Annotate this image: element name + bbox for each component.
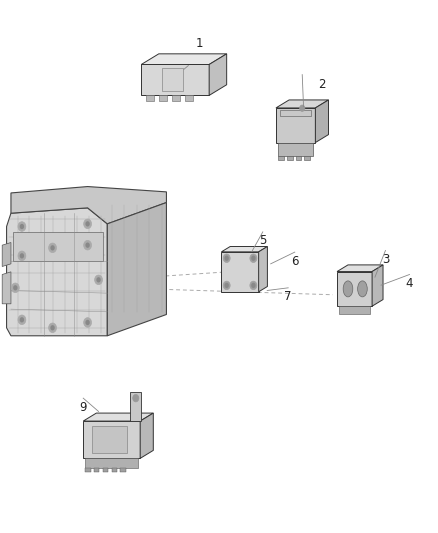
Polygon shape xyxy=(107,203,166,336)
FancyBboxPatch shape xyxy=(85,468,91,472)
FancyBboxPatch shape xyxy=(162,68,183,91)
Polygon shape xyxy=(372,265,383,306)
FancyBboxPatch shape xyxy=(145,95,153,101)
FancyBboxPatch shape xyxy=(296,156,301,160)
Circle shape xyxy=(85,243,90,248)
Circle shape xyxy=(49,243,57,253)
Circle shape xyxy=(250,281,257,290)
Text: 4: 4 xyxy=(406,277,413,290)
Text: 1: 1 xyxy=(195,37,203,50)
Circle shape xyxy=(250,254,257,263)
Text: 3: 3 xyxy=(382,253,389,266)
Circle shape xyxy=(85,320,90,325)
Text: 5: 5 xyxy=(259,235,266,247)
Circle shape xyxy=(85,221,90,227)
Polygon shape xyxy=(209,54,227,95)
Circle shape xyxy=(223,254,230,263)
Circle shape xyxy=(133,394,139,402)
Circle shape xyxy=(251,282,256,288)
Circle shape xyxy=(84,318,92,327)
FancyBboxPatch shape xyxy=(172,95,180,101)
Ellipse shape xyxy=(343,281,353,297)
Polygon shape xyxy=(276,108,315,142)
Text: 7: 7 xyxy=(284,290,292,303)
Ellipse shape xyxy=(357,281,367,297)
Circle shape xyxy=(13,285,18,290)
Polygon shape xyxy=(141,64,209,95)
FancyBboxPatch shape xyxy=(159,95,166,101)
Circle shape xyxy=(95,275,102,285)
FancyBboxPatch shape xyxy=(112,468,117,472)
Polygon shape xyxy=(276,100,328,108)
Text: 6: 6 xyxy=(291,255,299,268)
Circle shape xyxy=(18,315,26,325)
FancyBboxPatch shape xyxy=(304,156,310,160)
Polygon shape xyxy=(337,271,372,306)
Polygon shape xyxy=(140,413,153,458)
Circle shape xyxy=(223,281,230,290)
Circle shape xyxy=(20,253,24,259)
FancyBboxPatch shape xyxy=(287,156,293,160)
FancyBboxPatch shape xyxy=(120,468,126,472)
Circle shape xyxy=(300,105,305,111)
Circle shape xyxy=(50,325,55,330)
FancyBboxPatch shape xyxy=(85,458,138,468)
Polygon shape xyxy=(337,265,383,271)
Circle shape xyxy=(251,256,256,261)
Text: 2: 2 xyxy=(318,78,326,91)
FancyBboxPatch shape xyxy=(13,232,103,261)
Polygon shape xyxy=(83,413,153,421)
FancyBboxPatch shape xyxy=(280,109,311,116)
Circle shape xyxy=(50,245,55,251)
Circle shape xyxy=(225,282,229,288)
FancyBboxPatch shape xyxy=(185,95,193,101)
Circle shape xyxy=(11,283,19,293)
Polygon shape xyxy=(11,187,166,224)
Polygon shape xyxy=(141,54,227,64)
Circle shape xyxy=(20,317,24,322)
Polygon shape xyxy=(2,243,11,266)
FancyBboxPatch shape xyxy=(278,142,313,156)
Polygon shape xyxy=(315,100,328,142)
FancyBboxPatch shape xyxy=(103,468,108,472)
Text: 9: 9 xyxy=(79,401,87,414)
Circle shape xyxy=(20,224,24,229)
Circle shape xyxy=(49,323,57,333)
Circle shape xyxy=(225,256,229,261)
Circle shape xyxy=(84,240,92,250)
FancyBboxPatch shape xyxy=(94,468,99,472)
FancyBboxPatch shape xyxy=(278,156,284,160)
FancyBboxPatch shape xyxy=(339,306,370,314)
Circle shape xyxy=(84,219,92,229)
Circle shape xyxy=(18,251,26,261)
Polygon shape xyxy=(222,246,267,252)
Polygon shape xyxy=(7,208,107,336)
Polygon shape xyxy=(83,421,140,458)
Polygon shape xyxy=(222,252,258,292)
FancyBboxPatch shape xyxy=(92,426,127,453)
Polygon shape xyxy=(258,246,267,292)
Circle shape xyxy=(96,277,101,282)
FancyBboxPatch shape xyxy=(131,392,141,421)
Polygon shape xyxy=(2,272,11,304)
Circle shape xyxy=(18,222,26,231)
